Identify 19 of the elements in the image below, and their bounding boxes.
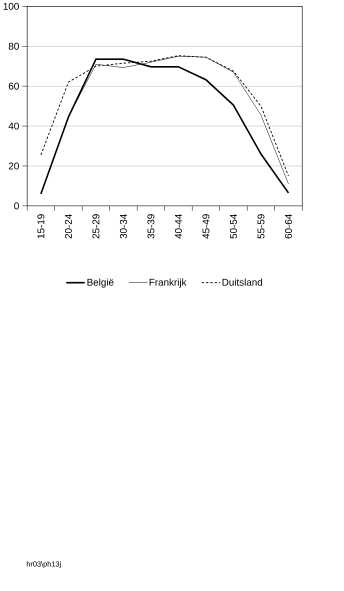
x-tick-label: 15-19 <box>37 214 44 238</box>
y-tick-label: 100 <box>4 2 19 10</box>
legend-label: Frankrijk <box>150 278 186 288</box>
y-tick-label: 80 <box>8 42 19 50</box>
x-tick-label: 20-24 <box>64 214 72 238</box>
x-tick-label: 35-39 <box>147 214 154 239</box>
x-tick-label: 60-64 <box>284 214 292 238</box>
y-tick-label: 20 <box>8 162 19 170</box>
legend-label: België <box>87 278 114 288</box>
y-tick-label: 40 <box>8 122 19 130</box>
legend-label: Duitsland <box>222 278 262 286</box>
x-tick-label: 25-29 <box>92 214 100 238</box>
x-tick-label: 45-49 <box>202 214 210 239</box>
x-tick-label: 40-44 <box>174 214 182 239</box>
y-tick-label: 60 <box>8 82 19 90</box>
x-tick-label: 50-54 <box>230 214 237 239</box>
y-tick-label: 0 <box>14 202 19 210</box>
x-tick-label: 30-34 <box>120 214 127 239</box>
x-tick-label: 55-59 <box>257 214 264 239</box>
